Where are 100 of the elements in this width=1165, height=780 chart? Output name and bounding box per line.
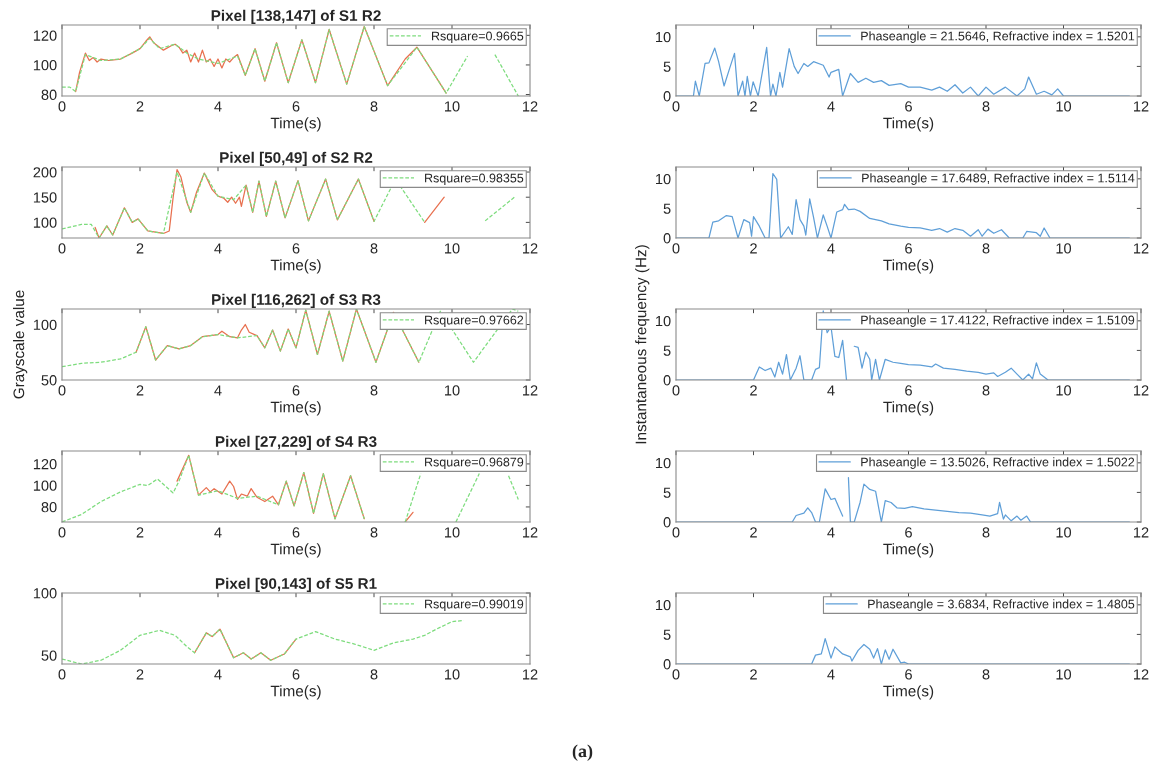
text: (a)	[572, 744, 593, 761]
x-tick-label: 2	[750, 385, 757, 396]
x-tick-label: 10	[1056, 243, 1072, 254]
x-tick-label: 12	[1134, 385, 1149, 396]
legend-label: Rsquare=0.98355	[425, 173, 524, 185]
x-tick-label: 2	[136, 669, 144, 680]
x-tick-label: 10	[445, 527, 460, 538]
x-tick-label: 4	[827, 669, 835, 680]
x-tick-label: 10	[445, 101, 460, 112]
x-tick-label: 6	[905, 101, 912, 112]
y-tick-label: 0	[663, 517, 671, 528]
x-tick-label: 0	[58, 385, 66, 396]
x-tick-label: 8	[982, 385, 990, 396]
y-axis-title: Grayscale value	[13, 290, 28, 399]
x-tick-label: 8	[982, 527, 990, 538]
chart-title: Pixel [116,262] of S3 R3	[212, 293, 381, 308]
x-tick-label: 0	[672, 243, 680, 254]
y-tick-label: 5	[663, 203, 671, 214]
x-axis-title: Time(s)	[270, 401, 321, 416]
x-tick-label: 4	[214, 243, 222, 254]
x-tick-label: 8	[370, 527, 378, 538]
x-tick-label: 12	[1134, 527, 1149, 538]
y-tick-label: 100	[33, 319, 57, 330]
x-tick-label: 2	[750, 527, 757, 538]
x-axis-title: Time(s)	[883, 259, 934, 274]
y-tick-label: 80	[41, 89, 57, 100]
x-tick-label: 12	[523, 243, 538, 254]
x-tick-label: 2	[750, 243, 757, 254]
legend-label: Rsquare=0.97662	[425, 315, 524, 327]
x-axis-title: Time(s)	[270, 117, 321, 132]
x-tick-label: 12	[523, 669, 538, 680]
x-tick-label: 8	[370, 385, 378, 396]
x-tick-label: 12	[523, 101, 538, 112]
x-tick-label: 10	[445, 243, 460, 254]
x-tick-label: 8	[982, 243, 990, 254]
line-series	[193, 628, 297, 661]
x-tick-label: 0	[58, 243, 66, 254]
y-tick-label: 5	[663, 61, 671, 72]
x-axis-title: Time(s)	[270, 543, 321, 558]
y-tick-label: 0	[663, 91, 671, 102]
x-tick-label: 0	[672, 669, 680, 680]
x-axis-title: Time(s)	[883, 543, 934, 558]
x-tick-label: 2	[136, 385, 144, 396]
x-tick-label: 6	[905, 385, 912, 396]
x-tick-label: 10	[1056, 669, 1072, 680]
y-tick-label: 100	[33, 217, 57, 228]
line-series	[135, 309, 420, 363]
chart-title: Pixel [138,147] of S1 R2	[211, 9, 381, 24]
x-tick-label: 6	[292, 527, 300, 538]
legend-label: Phaseangle = 3.6834, Refractive index = 1.4805	[868, 599, 1135, 611]
x-axis-title: Time(s)	[883, 117, 934, 132]
x-tick-label: 12	[1134, 669, 1149, 680]
legend-label: Rsquare=0.9665	[432, 31, 524, 43]
y-tick-label: 120	[33, 459, 57, 470]
y-tick-label: 120	[33, 30, 57, 41]
x-tick-label: 8	[370, 669, 378, 680]
y-tick-label: 10	[656, 599, 671, 611]
x-tick-label: 6	[905, 669, 912, 680]
x-tick-label: 12	[1134, 101, 1149, 112]
x-axis-title: Time(s)	[883, 685, 934, 700]
y-tick-label: 0	[663, 659, 671, 670]
y-tick-label: 100	[33, 480, 57, 491]
x-axis-title: Time(s)	[883, 401, 934, 416]
legend-label: Phaseangle = 21.5646, Refractive index = 1.5201	[861, 31, 1135, 43]
x-tick-label: 10	[445, 669, 460, 680]
x-tick-label: 6	[905, 527, 912, 538]
y-tick-label: 10	[656, 315, 671, 327]
x-tick-label: 4	[214, 669, 222, 680]
x-tick-label: 6	[292, 385, 300, 396]
y-tick-label: 50	[41, 375, 57, 386]
y-tick-label: 10	[656, 173, 671, 185]
line-series	[62, 619, 465, 664]
x-tick-label: 10	[445, 385, 460, 396]
y-tick-label: 5	[663, 629, 671, 640]
x-tick-label: 4	[214, 385, 222, 396]
x-tick-label: 0	[58, 101, 66, 112]
legend-label: Rsquare=0.99019	[425, 599, 524, 611]
x-tick-label: 10	[1056, 385, 1072, 396]
x-tick-label: 2	[136, 527, 144, 538]
x-tick-label: 12	[523, 527, 538, 538]
legend-label: Phaseangle = 17.4122, Refractive index = 1.5109	[861, 315, 1135, 327]
x-tick-label: 12	[523, 385, 538, 396]
x-tick-label: 4	[214, 527, 222, 538]
x-tick-label: 0	[672, 527, 680, 538]
x-tick-label: 4	[214, 101, 222, 112]
chart-title: Pixel [90,143] of S5 R1	[215, 577, 377, 592]
x-tick-label: 2	[750, 669, 757, 680]
y-tick-label: 0	[663, 375, 671, 386]
legend-label: Phaseangle = 13.5026, Refractive index = 1.5022	[861, 457, 1135, 469]
x-tick-label: 10	[1056, 527, 1072, 538]
x-tick-label: 4	[827, 101, 835, 112]
x-tick-label: 6	[292, 669, 300, 680]
x-tick-label: 2	[136, 243, 144, 254]
x-tick-label: 4	[827, 243, 835, 254]
x-tick-label: 8	[982, 669, 990, 680]
y-tick-label: 80	[41, 502, 57, 513]
y-tick-label: 100	[33, 588, 57, 599]
y-tick-label: 150	[33, 192, 57, 203]
x-tick-label: 6	[292, 101, 300, 112]
legend-label: Phaseangle = 17.6489, Refractive index = 1.5114	[862, 173, 1135, 185]
